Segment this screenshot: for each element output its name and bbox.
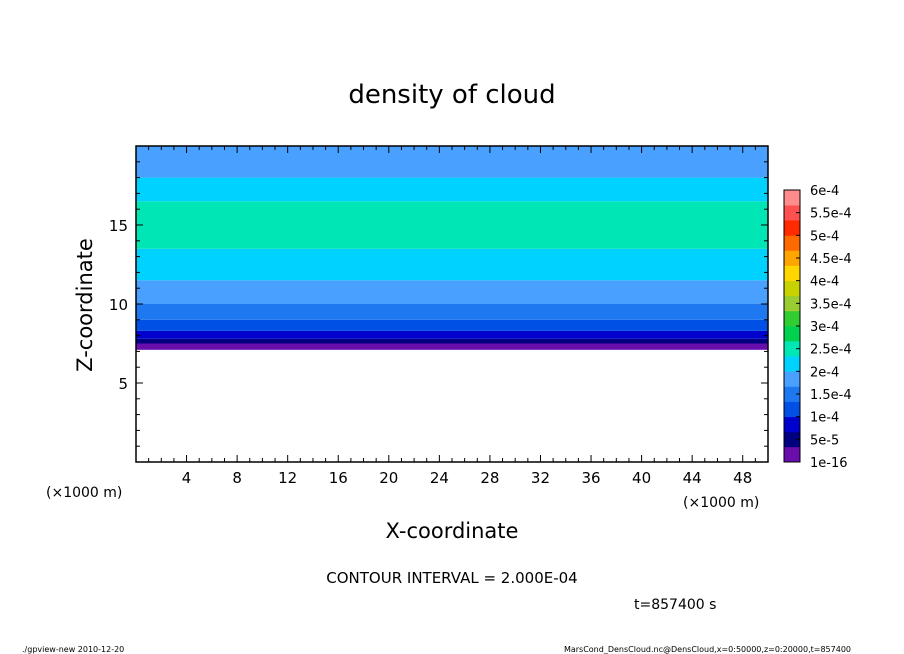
footer-right: MarsCond_DensCloud.nc@DensCloud,x=0:5000… <box>564 645 851 654</box>
contour-band-5 <box>136 280 768 304</box>
contour-band-9 <box>136 146 768 178</box>
colorbar-label: 5e-4 <box>810 229 839 244</box>
colorbar: 1e-16 5e-5 1e-4 1.5e-4 2e-4 2.5e-4 3e-4 3.5e-4 4… <box>783 184 852 471</box>
colorbar-swatch <box>784 310 800 327</box>
colorbar-swatch <box>784 235 800 251</box>
x-tick-label: 28 <box>480 469 499 487</box>
contour-band-8 <box>136 177 768 202</box>
colorbar-swatch <box>784 341 800 357</box>
colorbar-swatch <box>784 250 800 266</box>
colorbar-swatch <box>784 431 800 448</box>
x-tick-label: 20 <box>379 469 398 487</box>
contour-band-4 <box>136 304 768 320</box>
chart-title: density of cloud <box>348 80 555 110</box>
x-tick-label: 48 <box>733 469 752 487</box>
colorbar-swatch <box>784 401 800 417</box>
colorbar-swatch <box>784 416 800 433</box>
contour-interval-text: CONTOUR INTERVAL = 2.000E-04 <box>326 569 577 587</box>
colorbar-swatch <box>784 356 800 372</box>
x-tick-label: 12 <box>278 469 297 487</box>
x-axis-label: X-coordinate <box>386 519 519 543</box>
colorbar-label: 6e-4 <box>810 184 839 199</box>
colorbar-label: 3e-4 <box>810 320 839 335</box>
colorbar-swatch <box>784 326 800 342</box>
contour-band-6 <box>136 248 768 281</box>
x-unit-label: (×1000 m) <box>683 495 759 511</box>
colorbar-label: 5e-5 <box>810 433 839 448</box>
plot-area <box>136 146 768 350</box>
x-tick-label: 16 <box>329 469 348 487</box>
colorbar-swatch <box>784 205 800 221</box>
colorbar-swatch <box>784 446 800 463</box>
x-tick-label: 8 <box>232 469 242 487</box>
contour-band-2 <box>136 330 768 339</box>
colorbar-label: 3.5e-4 <box>810 297 852 312</box>
colorbar-label: 1e-16 <box>810 456 848 471</box>
colorbar-swatch <box>784 220 800 236</box>
colorbar-swatch <box>784 295 800 312</box>
y-axis-label: Z-coordinate <box>73 238 97 372</box>
colorbar-label: 4e-4 <box>810 275 839 290</box>
y-tick-label: 15 <box>109 217 128 235</box>
colorbar-swatch <box>784 265 800 281</box>
colorbar-label: 4.5e-4 <box>810 252 852 267</box>
contour-band-3 <box>136 319 768 331</box>
colorbar-label: 1.5e-4 <box>810 388 852 403</box>
colorbar-swatch <box>784 371 800 387</box>
contour-band-7 <box>136 201 768 249</box>
x-tick-label: 32 <box>531 469 550 487</box>
x-tick-label: 24 <box>430 469 449 487</box>
colorbar-label: 2e-4 <box>810 365 839 380</box>
y-tick-label: 10 <box>109 296 128 314</box>
colorbar-swatch <box>784 280 800 297</box>
time-text: t=857400 s <box>634 597 716 613</box>
x-tick-label: 36 <box>581 469 600 487</box>
contour-band-1 <box>136 338 768 344</box>
colorbar-label: 5.5e-4 <box>810 207 852 222</box>
y-tick-label: 5 <box>118 375 128 393</box>
colorbar-swatch <box>784 190 800 206</box>
colorbar-label: 1e-4 <box>810 411 839 426</box>
footer-left: ./gpview-new 2010-12-20 <box>22 645 124 654</box>
x-tick-label: 44 <box>683 469 702 487</box>
colorbar-swatch <box>784 386 800 402</box>
colorbar-label: 2.5e-4 <box>810 343 852 358</box>
contour-band-0 <box>136 343 768 350</box>
x-tick-label: 40 <box>632 469 651 487</box>
y-unit-label: (×1000 m) <box>46 485 122 501</box>
x-tick-label: 4 <box>182 469 192 487</box>
